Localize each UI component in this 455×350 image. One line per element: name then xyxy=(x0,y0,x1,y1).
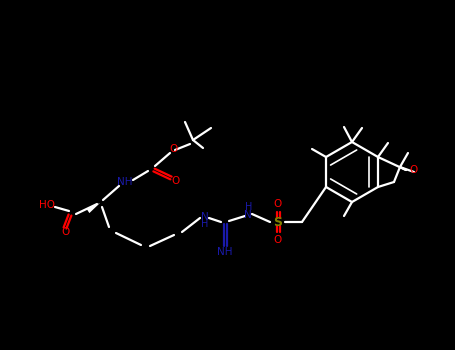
Text: S: S xyxy=(273,216,283,229)
Text: N: N xyxy=(201,212,209,222)
Text: NH: NH xyxy=(217,247,233,257)
Text: O: O xyxy=(169,144,177,154)
Polygon shape xyxy=(86,203,100,213)
Text: O: O xyxy=(61,227,69,237)
Text: HO: HO xyxy=(39,200,55,210)
Text: H: H xyxy=(245,202,253,212)
Text: O: O xyxy=(410,165,418,175)
Text: H: H xyxy=(201,219,209,229)
Text: O: O xyxy=(171,176,179,186)
Text: NH: NH xyxy=(117,177,133,187)
Text: O: O xyxy=(274,235,282,245)
Text: O: O xyxy=(274,199,282,209)
Text: N: N xyxy=(244,210,252,220)
